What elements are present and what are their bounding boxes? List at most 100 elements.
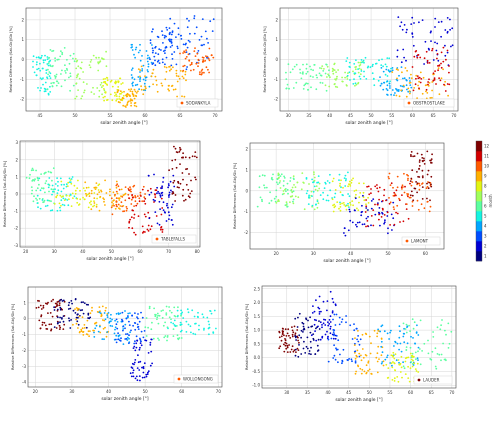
data-point <box>158 48 161 51</box>
data-point <box>418 87 420 90</box>
data-point <box>119 77 121 80</box>
data-point <box>299 68 301 71</box>
x-tick-label: 30 <box>69 389 75 394</box>
x-tick-label: 60 <box>408 390 414 395</box>
y-tick-label: 2.5 <box>254 286 261 291</box>
data-point <box>160 192 163 195</box>
data-point <box>150 328 153 331</box>
data-point <box>80 328 83 331</box>
data-point <box>319 67 321 69</box>
data-point <box>138 200 141 203</box>
data-point <box>196 52 199 55</box>
data-point <box>406 88 408 91</box>
data-point <box>163 211 166 213</box>
data-point <box>333 334 335 337</box>
data-point <box>410 177 413 180</box>
data-point <box>147 189 149 192</box>
data-point <box>308 194 310 197</box>
data-point <box>31 189 34 192</box>
data-point <box>119 90 122 93</box>
data-point <box>133 345 136 348</box>
data-point <box>43 90 46 93</box>
data-point <box>320 310 322 313</box>
data-point <box>192 332 195 335</box>
data-point <box>158 200 161 203</box>
data-point <box>317 175 320 178</box>
data-point <box>193 15 196 17</box>
data-point <box>389 331 391 334</box>
data-point <box>374 213 377 216</box>
data-point <box>170 206 173 209</box>
data-point <box>390 182 393 185</box>
data-point <box>39 89 41 92</box>
data-point <box>291 335 294 338</box>
data-point <box>401 194 403 197</box>
data-point <box>429 205 432 208</box>
data-point <box>427 169 430 172</box>
data-point <box>139 80 141 82</box>
data-point <box>73 195 76 198</box>
data-point <box>357 82 359 85</box>
data-point <box>129 186 131 189</box>
data-point <box>405 323 408 326</box>
data-point <box>130 329 132 332</box>
data-point <box>158 192 161 195</box>
data-point <box>426 59 429 62</box>
data-point <box>293 349 296 352</box>
data-point <box>195 178 197 181</box>
data-point <box>352 70 354 73</box>
data-point <box>313 185 316 188</box>
data-point <box>385 88 388 90</box>
data-point <box>353 78 355 81</box>
data-point <box>133 78 136 81</box>
data-point <box>193 315 196 318</box>
data-point <box>143 88 146 91</box>
data-point <box>140 65 143 68</box>
data-point <box>378 358 380 360</box>
data-point <box>348 208 351 211</box>
data-point <box>296 347 299 350</box>
data-point <box>430 158 433 161</box>
data-point <box>74 192 77 195</box>
data-point <box>153 307 156 310</box>
data-point <box>181 311 184 314</box>
legend: SODANKYLA <box>176 98 219 108</box>
data-point <box>161 316 164 319</box>
data-point <box>424 84 427 87</box>
data-point <box>74 97 77 100</box>
data-point <box>326 309 328 312</box>
data-point <box>57 58 60 61</box>
data-point <box>416 171 418 173</box>
y-tick-label: 0.5 <box>254 341 261 346</box>
data-point <box>90 200 92 203</box>
data-point <box>75 322 78 325</box>
data-point <box>55 73 58 76</box>
data-point <box>98 311 101 314</box>
data-point <box>386 215 389 217</box>
x-tick-label: 30 <box>52 249 58 254</box>
data-point <box>343 177 346 180</box>
data-point <box>66 69 69 71</box>
data-point <box>146 69 149 71</box>
data-point <box>165 56 168 59</box>
data-point <box>286 83 289 86</box>
colorbar-segment <box>476 201 482 212</box>
data-point <box>44 324 47 327</box>
data-point <box>370 200 373 202</box>
data-point <box>418 159 421 162</box>
data-point <box>318 328 321 330</box>
data-point <box>61 69 63 72</box>
data-point <box>175 166 178 169</box>
data-point <box>137 313 139 315</box>
data-point <box>360 354 362 357</box>
colorbar-tick-label: 8 <box>484 184 487 189</box>
colorbar-segment <box>476 251 482 262</box>
data-point <box>54 302 57 305</box>
data-point <box>318 182 321 185</box>
data-point <box>359 73 362 76</box>
data-point <box>358 221 361 224</box>
data-point <box>42 83 44 86</box>
data-point <box>332 331 335 333</box>
data-point <box>46 77 49 80</box>
data-point <box>366 220 369 222</box>
